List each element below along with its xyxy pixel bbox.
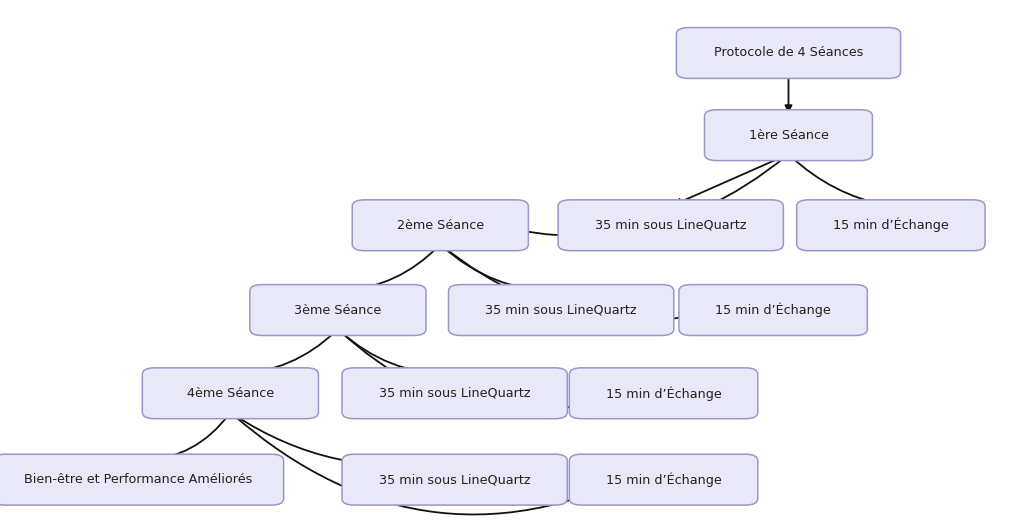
Text: 2ème Séance: 2ème Séance xyxy=(396,219,484,232)
FancyBboxPatch shape xyxy=(558,200,783,251)
FancyBboxPatch shape xyxy=(449,285,674,335)
Text: 15 min d’Échange: 15 min d’Échange xyxy=(833,218,949,233)
Text: 4ème Séance: 4ème Séance xyxy=(186,387,274,400)
FancyBboxPatch shape xyxy=(342,454,567,505)
Text: 35 min sous LineQuartz: 35 min sous LineQuartz xyxy=(379,473,530,486)
FancyBboxPatch shape xyxy=(679,285,867,335)
FancyBboxPatch shape xyxy=(0,454,284,505)
FancyBboxPatch shape xyxy=(705,110,872,161)
FancyBboxPatch shape xyxy=(142,368,318,419)
Text: 35 min sous LineQuartz: 35 min sous LineQuartz xyxy=(595,219,746,232)
FancyBboxPatch shape xyxy=(352,200,528,251)
Text: Protocole de 4 Séances: Protocole de 4 Séances xyxy=(714,47,863,59)
Text: 35 min sous LineQuartz: 35 min sous LineQuartz xyxy=(485,304,637,316)
Text: 1ère Séance: 1ère Séance xyxy=(749,129,828,142)
Text: 35 min sous LineQuartz: 35 min sous LineQuartz xyxy=(379,387,530,400)
FancyBboxPatch shape xyxy=(569,454,758,505)
FancyBboxPatch shape xyxy=(342,368,567,419)
FancyBboxPatch shape xyxy=(797,200,985,251)
FancyBboxPatch shape xyxy=(676,28,901,78)
FancyBboxPatch shape xyxy=(569,368,758,419)
Text: 3ème Séance: 3ème Séance xyxy=(294,304,382,316)
FancyBboxPatch shape xyxy=(250,285,426,335)
Text: 15 min d’Échange: 15 min d’Échange xyxy=(605,386,722,401)
Text: 15 min d’Échange: 15 min d’Échange xyxy=(605,472,722,487)
Text: 15 min d’Échange: 15 min d’Échange xyxy=(715,303,831,317)
Text: Bien-être et Performance Améliorés: Bien-être et Performance Améliorés xyxy=(24,473,253,486)
